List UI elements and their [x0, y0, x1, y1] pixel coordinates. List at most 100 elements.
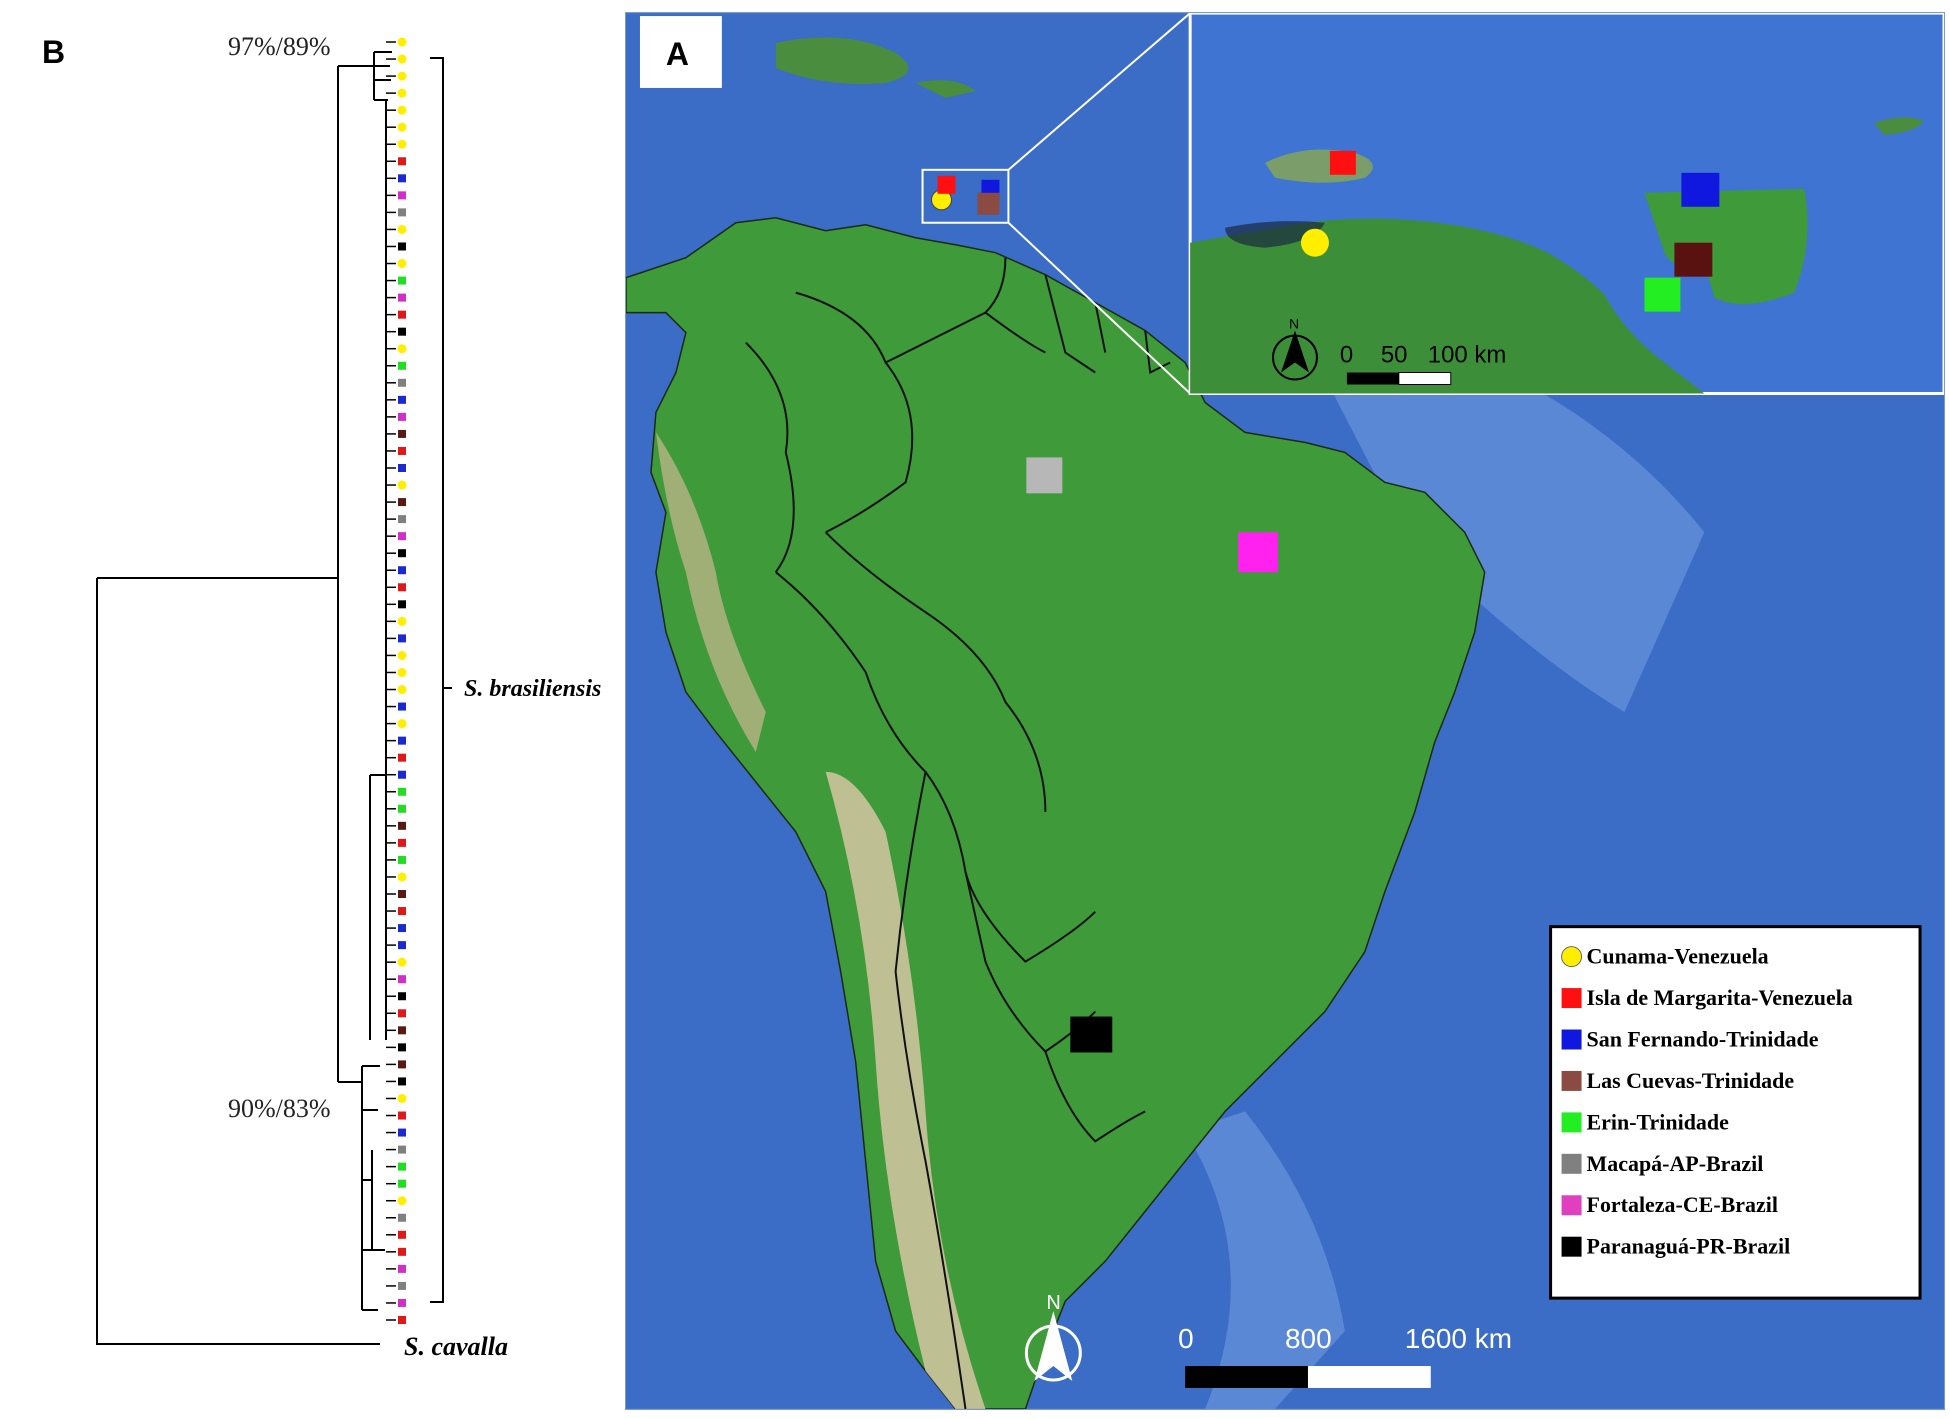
legend-symbol — [1561, 1195, 1582, 1216]
tip-marker-green — [398, 1179, 406, 1188]
tip-marker-blue — [398, 924, 406, 933]
scale-label-0: 0 — [1178, 1323, 1194, 1354]
tip-marker-yellow — [397, 259, 407, 269]
tip-marker-yellow — [397, 37, 407, 47]
legend-box — [1549, 925, 1922, 1300]
tip-marker-gray — [398, 378, 406, 387]
tip-marker-blue — [398, 464, 406, 472]
tip-marker-black — [398, 242, 406, 251]
legend-label: San Fernando-Trinidade — [1587, 1026, 1819, 1051]
clade-bracket — [430, 57, 444, 1303]
tip-marker-magenta — [398, 191, 406, 200]
tip-marker-gray — [398, 208, 406, 217]
tip-marker-red — [398, 753, 406, 762]
inset-marker-erin — [1644, 277, 1681, 312]
tip-marker-green — [398, 1162, 406, 1171]
tip-marker-yellow — [397, 71, 407, 81]
tip-marker-yellow — [397, 1196, 407, 1206]
tip-marker-gray — [398, 1281, 406, 1290]
tip-marker-magenta — [398, 975, 406, 984]
tip-marker-red — [398, 1247, 406, 1256]
ingroup-label: S. brasiliensis — [464, 676, 601, 702]
tip-marker-blue — [398, 941, 406, 950]
inset-scale-label-0: 0 — [1340, 342, 1353, 369]
legend-label: Erin-Trinidade — [1587, 1109, 1730, 1134]
tip-marker-red — [398, 157, 406, 166]
tip-marker-blue — [398, 566, 406, 575]
marker-isla-margarita — [937, 175, 956, 194]
tip-marker-green — [398, 787, 406, 796]
tip-marker-magenta — [398, 532, 406, 541]
outgroup-label: S. cavalla — [404, 1332, 508, 1361]
tip-marker-green — [398, 855, 406, 864]
inset-north-arrow: N — [1272, 316, 1318, 381]
panel-b-label: B — [42, 34, 65, 70]
legend-label: Cunama-Venezuela — [1587, 944, 1769, 969]
tip-marker-red — [398, 446, 406, 455]
tip-marker-green — [398, 276, 406, 285]
tip-marker-darkred — [398, 890, 406, 898]
tip-marker-yellow — [397, 872, 407, 882]
tip-marker-red — [398, 1009, 406, 1018]
andes-north — [655, 432, 766, 752]
support-value-bottom: 90%/83% — [228, 1094, 331, 1123]
tip-marker-yellow — [397, 54, 407, 64]
legend-label: Las Cuevas-Trinidade — [1587, 1068, 1795, 1093]
tip-marker-darkred — [398, 821, 406, 830]
tip-marker-blue — [398, 634, 406, 643]
greater-antilles-island — [775, 37, 909, 84]
tip-marker-blue — [398, 174, 406, 183]
scale-label-800: 800 — [1285, 1323, 1332, 1354]
tip-marker-yellow — [397, 480, 407, 490]
legend-symbol — [1561, 1029, 1582, 1050]
inset-map: N 0 50 100 km — [1188, 13, 1944, 395]
scale-label-1600: 1600 km — [1405, 1323, 1512, 1354]
map-panel: A N 0 50 100 km N — [625, 12, 1945, 1410]
legend-label: Isla de Margarita-Venezuela — [1587, 985, 1853, 1010]
north-arrow: N — [1024, 1292, 1082, 1382]
legend-symbol — [1561, 1153, 1582, 1174]
andes-highlands — [825, 771, 986, 1409]
inset-marker-isla-margarita — [1329, 150, 1356, 175]
tip-marker-yellow — [397, 88, 407, 98]
inset-connector-top — [1007, 13, 1191, 171]
tip-marker-darkred — [398, 429, 406, 438]
legend-label: Macapá-AP-Brazil — [1587, 1151, 1764, 1176]
tip-marker-yellow — [397, 957, 407, 967]
tip-marker-yellow — [397, 650, 407, 660]
tip-marker-black — [398, 1043, 406, 1052]
tip-marker-red — [398, 907, 406, 916]
tip-marker-yellow — [397, 344, 407, 354]
tip-marker-yellow — [397, 1093, 407, 1103]
tip-marker-black — [398, 327, 406, 336]
tip-marker-magenta — [398, 293, 406, 302]
marker-macapa — [1026, 457, 1063, 494]
puerto-rico-island — [915, 80, 976, 98]
tip-marker-blue — [398, 1128, 406, 1137]
tip-marker-yellow — [397, 139, 407, 149]
tree-tip-markers — [386, 37, 407, 1324]
inset-connector-bottom — [1007, 222, 1191, 395]
tip-marker-black — [398, 600, 406, 609]
tip-marker-gray — [398, 1145, 406, 1154]
legend-label: Paranaguá-PR-Brazil — [1587, 1234, 1791, 1259]
tip-marker-red — [398, 1230, 406, 1239]
tip-marker-blue — [398, 736, 406, 745]
marker-fortaleza — [1238, 532, 1279, 573]
tip-marker-gray — [398, 1213, 406, 1222]
support-value-top: 97%/89% — [228, 32, 331, 61]
tip-marker-yellow — [397, 667, 407, 677]
legend-symbol — [1561, 1236, 1582, 1257]
inset-scale-bar: 0 50 100 km — [1340, 342, 1506, 385]
main-scale-bar: 0 800 1600 km — [1178, 1323, 1512, 1388]
tip-marker-gray — [398, 515, 406, 524]
tip-marker-blue — [398, 702, 406, 711]
tip-marker-darkred — [398, 498, 406, 507]
inset-locator-box — [921, 168, 1010, 224]
panel-a-label: A — [666, 36, 689, 72]
inset-marker-las-cuevas — [1674, 242, 1713, 277]
inset-marker-san-fernando — [1681, 172, 1720, 207]
tip-marker-yellow — [397, 224, 407, 234]
inset-lagoon — [1225, 221, 1325, 248]
tip-marker-yellow — [397, 719, 407, 729]
